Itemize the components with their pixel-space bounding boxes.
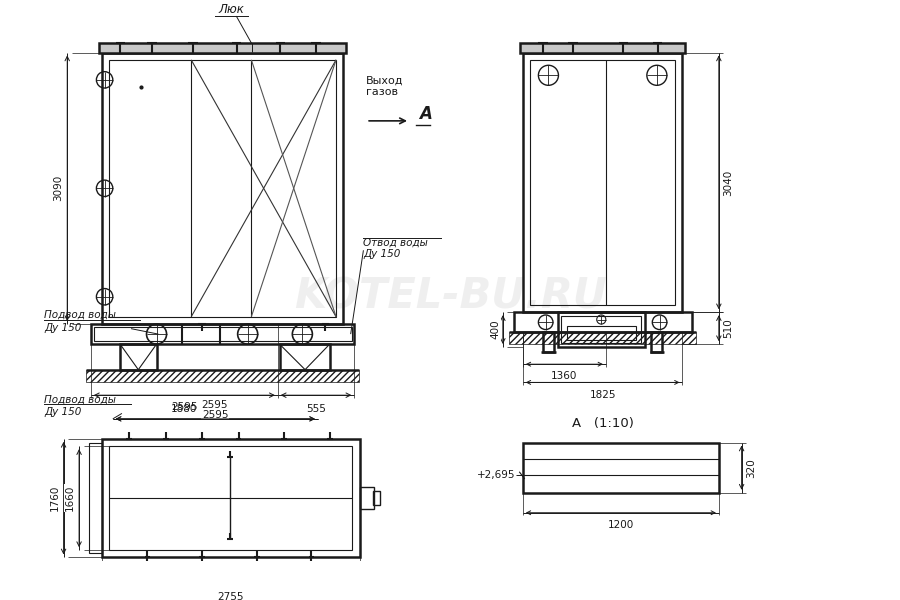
Text: 510: 510	[723, 319, 733, 338]
Bar	[523, 53, 682, 312]
Text: 400: 400	[491, 320, 500, 340]
Bar	[543, 332, 553, 352]
Text: 2595: 2595	[202, 410, 229, 420]
Text: 555: 555	[306, 404, 326, 414]
Bar	[102, 439, 360, 557]
Bar	[109, 60, 336, 317]
Bar	[86, 370, 359, 382]
Bar	[514, 312, 691, 332]
Bar	[557, 312, 645, 347]
Text: 2595: 2595	[202, 400, 228, 410]
Text: Выход
газов: Выход газов	[366, 75, 404, 97]
Text: 2755: 2755	[218, 592, 244, 600]
Text: 320: 320	[746, 458, 756, 478]
Text: Люк: Люк	[219, 3, 245, 16]
Bar	[109, 446, 353, 550]
Text: 1360: 1360	[551, 371, 578, 382]
Bar	[373, 491, 380, 505]
Text: Отвод воды
Ду 150: Отвод воды Ду 150	[364, 238, 428, 259]
Text: Подвод воды: Подвод воды	[44, 394, 116, 404]
Bar	[567, 326, 636, 340]
Text: 1760: 1760	[50, 485, 59, 511]
Bar	[120, 344, 157, 370]
Bar	[94, 327, 352, 341]
Text: Подвод воды: Подвод воды	[44, 310, 116, 320]
Text: 3040: 3040	[723, 169, 733, 196]
Bar	[530, 60, 675, 305]
Bar	[562, 316, 642, 343]
Bar	[280, 344, 329, 370]
Text: 3090: 3090	[53, 175, 63, 202]
Text: 1200: 1200	[608, 520, 634, 530]
Bar	[523, 443, 719, 493]
Text: 1825: 1825	[590, 390, 616, 400]
Bar	[102, 53, 344, 324]
Text: Ду 150: Ду 150	[44, 407, 82, 417]
Text: A: A	[419, 104, 432, 122]
Text: 1660: 1660	[65, 485, 75, 511]
Text: 2595: 2595	[171, 401, 198, 412]
Text: 1880: 1880	[171, 404, 197, 414]
Bar	[520, 43, 685, 53]
Text: KOTEL-BU.RU: KOTEL-BU.RU	[293, 276, 607, 318]
Bar	[99, 43, 346, 53]
Bar	[509, 332, 696, 344]
Text: Ду 150: Ду 150	[44, 323, 82, 333]
Bar	[360, 487, 374, 509]
Text: A   (1:10): A (1:10)	[572, 417, 634, 430]
Text: +2,695: +2,695	[477, 470, 516, 481]
Bar	[652, 332, 662, 352]
Bar	[91, 324, 355, 344]
Bar	[89, 443, 102, 553]
